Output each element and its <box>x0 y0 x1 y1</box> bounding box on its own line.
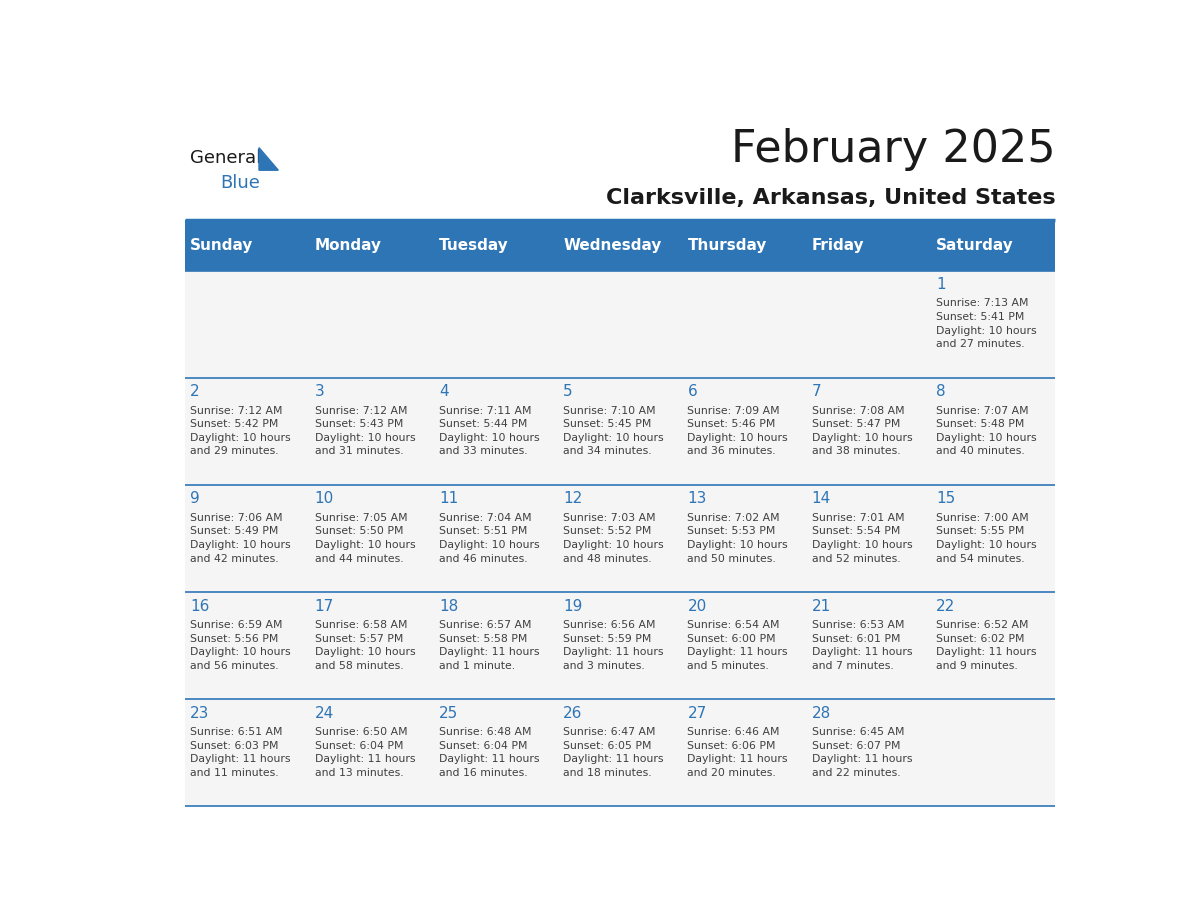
Text: Sunrise: 7:11 AM
Sunset: 5:44 PM
Daylight: 10 hours
and 33 minutes.: Sunrise: 7:11 AM Sunset: 5:44 PM Dayligh… <box>438 406 539 456</box>
Text: Friday: Friday <box>811 238 865 252</box>
Text: Monday: Monday <box>315 238 381 252</box>
Text: 16: 16 <box>190 599 209 613</box>
Text: Sunrise: 6:52 AM
Sunset: 6:02 PM
Daylight: 11 hours
and 9 minutes.: Sunrise: 6:52 AM Sunset: 6:02 PM Dayligh… <box>936 620 1037 671</box>
Text: Sunrise: 7:10 AM
Sunset: 5:45 PM
Daylight: 10 hours
and 34 minutes.: Sunrise: 7:10 AM Sunset: 5:45 PM Dayligh… <box>563 406 664 456</box>
Text: 11: 11 <box>438 491 459 507</box>
Bar <box>185 219 1055 271</box>
Bar <box>185 592 1055 700</box>
Text: Sunrise: 6:45 AM
Sunset: 6:07 PM
Daylight: 11 hours
and 22 minutes.: Sunrise: 6:45 AM Sunset: 6:07 PM Dayligh… <box>811 727 912 778</box>
Text: Sunrise: 6:50 AM
Sunset: 6:04 PM
Daylight: 11 hours
and 13 minutes.: Sunrise: 6:50 AM Sunset: 6:04 PM Dayligh… <box>315 727 415 778</box>
Text: 13: 13 <box>688 491 707 507</box>
Text: Thursday: Thursday <box>688 238 766 252</box>
Text: 4: 4 <box>438 385 449 399</box>
Text: Sunrise: 7:04 AM
Sunset: 5:51 PM
Daylight: 10 hours
and 46 minutes.: Sunrise: 7:04 AM Sunset: 5:51 PM Dayligh… <box>438 513 539 564</box>
Polygon shape <box>259 148 278 170</box>
Text: Blue: Blue <box>220 174 260 193</box>
Text: 10: 10 <box>315 491 334 507</box>
Text: 27: 27 <box>688 706 707 721</box>
Text: Tuesday: Tuesday <box>438 238 508 252</box>
Text: Saturday: Saturday <box>936 238 1013 252</box>
Text: 23: 23 <box>190 706 209 721</box>
Text: Sunrise: 7:05 AM
Sunset: 5:50 PM
Daylight: 10 hours
and 44 minutes.: Sunrise: 7:05 AM Sunset: 5:50 PM Dayligh… <box>315 513 416 564</box>
Text: General: General <box>190 149 261 167</box>
Text: 2: 2 <box>190 385 200 399</box>
Text: 20: 20 <box>688 599 707 613</box>
Bar <box>185 378 1055 485</box>
Text: Sunrise: 6:46 AM
Sunset: 6:06 PM
Daylight: 11 hours
and 20 minutes.: Sunrise: 6:46 AM Sunset: 6:06 PM Dayligh… <box>688 727 788 778</box>
Text: 24: 24 <box>315 706 334 721</box>
Text: Sunrise: 7:07 AM
Sunset: 5:48 PM
Daylight: 10 hours
and 40 minutes.: Sunrise: 7:07 AM Sunset: 5:48 PM Dayligh… <box>936 406 1037 456</box>
Text: Sunrise: 7:13 AM
Sunset: 5:41 PM
Daylight: 10 hours
and 27 minutes.: Sunrise: 7:13 AM Sunset: 5:41 PM Dayligh… <box>936 298 1037 349</box>
Text: Sunrise: 7:12 AM
Sunset: 5:42 PM
Daylight: 10 hours
and 29 minutes.: Sunrise: 7:12 AM Sunset: 5:42 PM Dayligh… <box>190 406 291 456</box>
Text: 25: 25 <box>438 706 459 721</box>
Text: 19: 19 <box>563 599 582 613</box>
Text: 14: 14 <box>811 491 832 507</box>
Text: Sunrise: 7:01 AM
Sunset: 5:54 PM
Daylight: 10 hours
and 52 minutes.: Sunrise: 7:01 AM Sunset: 5:54 PM Dayligh… <box>811 513 912 564</box>
Text: Sunrise: 7:06 AM
Sunset: 5:49 PM
Daylight: 10 hours
and 42 minutes.: Sunrise: 7:06 AM Sunset: 5:49 PM Dayligh… <box>190 513 291 564</box>
Bar <box>185 485 1055 592</box>
Text: 1: 1 <box>936 277 946 292</box>
Text: Sunrise: 7:12 AM
Sunset: 5:43 PM
Daylight: 10 hours
and 31 minutes.: Sunrise: 7:12 AM Sunset: 5:43 PM Dayligh… <box>315 406 416 456</box>
Text: Sunrise: 6:56 AM
Sunset: 5:59 PM
Daylight: 11 hours
and 3 minutes.: Sunrise: 6:56 AM Sunset: 5:59 PM Dayligh… <box>563 620 664 671</box>
Text: Sunrise: 6:51 AM
Sunset: 6:03 PM
Daylight: 11 hours
and 11 minutes.: Sunrise: 6:51 AM Sunset: 6:03 PM Dayligh… <box>190 727 291 778</box>
Text: Sunrise: 6:57 AM
Sunset: 5:58 PM
Daylight: 11 hours
and 1 minute.: Sunrise: 6:57 AM Sunset: 5:58 PM Dayligh… <box>438 620 539 671</box>
Text: 26: 26 <box>563 706 582 721</box>
Text: 8: 8 <box>936 385 946 399</box>
Text: Sunrise: 7:00 AM
Sunset: 5:55 PM
Daylight: 10 hours
and 54 minutes.: Sunrise: 7:00 AM Sunset: 5:55 PM Dayligh… <box>936 513 1037 564</box>
Text: Sunrise: 6:47 AM
Sunset: 6:05 PM
Daylight: 11 hours
and 18 minutes.: Sunrise: 6:47 AM Sunset: 6:05 PM Dayligh… <box>563 727 664 778</box>
Text: 15: 15 <box>936 491 955 507</box>
Text: 18: 18 <box>438 599 459 613</box>
Text: 28: 28 <box>811 706 832 721</box>
Text: 22: 22 <box>936 599 955 613</box>
Text: Sunrise: 7:09 AM
Sunset: 5:46 PM
Daylight: 10 hours
and 36 minutes.: Sunrise: 7:09 AM Sunset: 5:46 PM Dayligh… <box>688 406 788 456</box>
Text: Sunrise: 6:53 AM
Sunset: 6:01 PM
Daylight: 11 hours
and 7 minutes.: Sunrise: 6:53 AM Sunset: 6:01 PM Dayligh… <box>811 620 912 671</box>
Bar <box>185 700 1055 806</box>
Text: 3: 3 <box>315 385 324 399</box>
Text: 5: 5 <box>563 385 573 399</box>
Text: Sunrise: 7:08 AM
Sunset: 5:47 PM
Daylight: 10 hours
and 38 minutes.: Sunrise: 7:08 AM Sunset: 5:47 PM Dayligh… <box>811 406 912 456</box>
Text: 7: 7 <box>811 385 821 399</box>
Text: Sunrise: 6:48 AM
Sunset: 6:04 PM
Daylight: 11 hours
and 16 minutes.: Sunrise: 6:48 AM Sunset: 6:04 PM Dayligh… <box>438 727 539 778</box>
Text: February 2025: February 2025 <box>731 128 1055 171</box>
Text: Sunrise: 7:02 AM
Sunset: 5:53 PM
Daylight: 10 hours
and 50 minutes.: Sunrise: 7:02 AM Sunset: 5:53 PM Dayligh… <box>688 513 788 564</box>
Text: Clarksville, Arkansas, United States: Clarksville, Arkansas, United States <box>606 188 1055 207</box>
Text: 21: 21 <box>811 599 832 613</box>
Text: 9: 9 <box>190 491 200 507</box>
Text: 17: 17 <box>315 599 334 613</box>
Bar <box>185 271 1055 378</box>
Text: Sunday: Sunday <box>190 238 254 252</box>
Text: 6: 6 <box>688 385 697 399</box>
Text: 12: 12 <box>563 491 582 507</box>
Text: Sunrise: 6:54 AM
Sunset: 6:00 PM
Daylight: 11 hours
and 5 minutes.: Sunrise: 6:54 AM Sunset: 6:00 PM Dayligh… <box>688 620 788 671</box>
Text: Sunrise: 6:59 AM
Sunset: 5:56 PM
Daylight: 10 hours
and 56 minutes.: Sunrise: 6:59 AM Sunset: 5:56 PM Dayligh… <box>190 620 291 671</box>
Text: Sunrise: 6:58 AM
Sunset: 5:57 PM
Daylight: 10 hours
and 58 minutes.: Sunrise: 6:58 AM Sunset: 5:57 PM Dayligh… <box>315 620 416 671</box>
Text: Sunrise: 7:03 AM
Sunset: 5:52 PM
Daylight: 10 hours
and 48 minutes.: Sunrise: 7:03 AM Sunset: 5:52 PM Dayligh… <box>563 513 664 564</box>
Text: Wednesday: Wednesday <box>563 238 662 252</box>
